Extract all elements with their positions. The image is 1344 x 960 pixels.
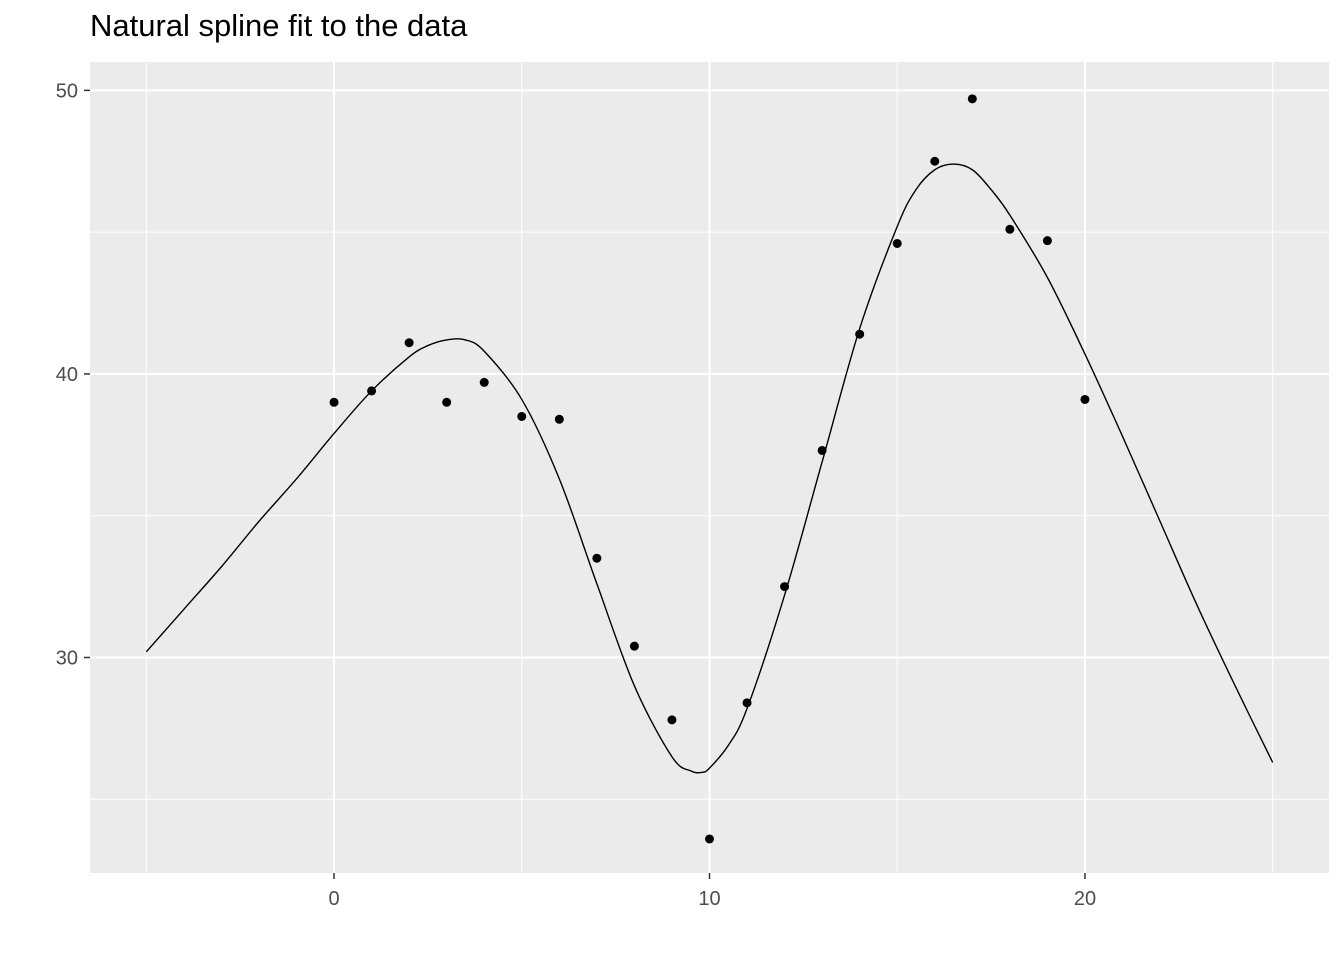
data-point [517,411,527,421]
x-tick-label: 20 [1074,888,1096,910]
data-point [329,397,339,407]
data-point [667,715,677,725]
grid-major [90,62,1329,873]
y-tick-label: 30 [56,647,78,669]
data-point [742,698,752,708]
data-point [367,386,377,396]
data-point [705,834,714,844]
data-point [442,397,452,407]
y-tick-label: 50 [56,80,78,102]
series-layer [145,94,1274,844]
data-point [780,582,790,592]
data-point [554,414,564,424]
data-point [592,553,602,563]
x-tick-label: 0 [328,888,339,910]
data-point [629,641,639,651]
x-tick-label: 10 [698,888,720,910]
data-point [1042,236,1052,246]
spline-fit-line [145,163,1274,774]
y-tick-label: 40 [56,364,78,386]
data-point [817,445,827,455]
data-point [967,94,977,104]
data-point [855,329,865,339]
chart-title: Natural spline fit to the data [90,8,468,43]
data-point [404,338,414,348]
data-point [479,377,489,387]
axes-layer: 0 10 20 30 40 50 [56,80,1096,910]
data-point [1080,394,1090,404]
data-point [930,156,940,166]
data-point [1005,224,1015,234]
data-point [892,238,902,248]
